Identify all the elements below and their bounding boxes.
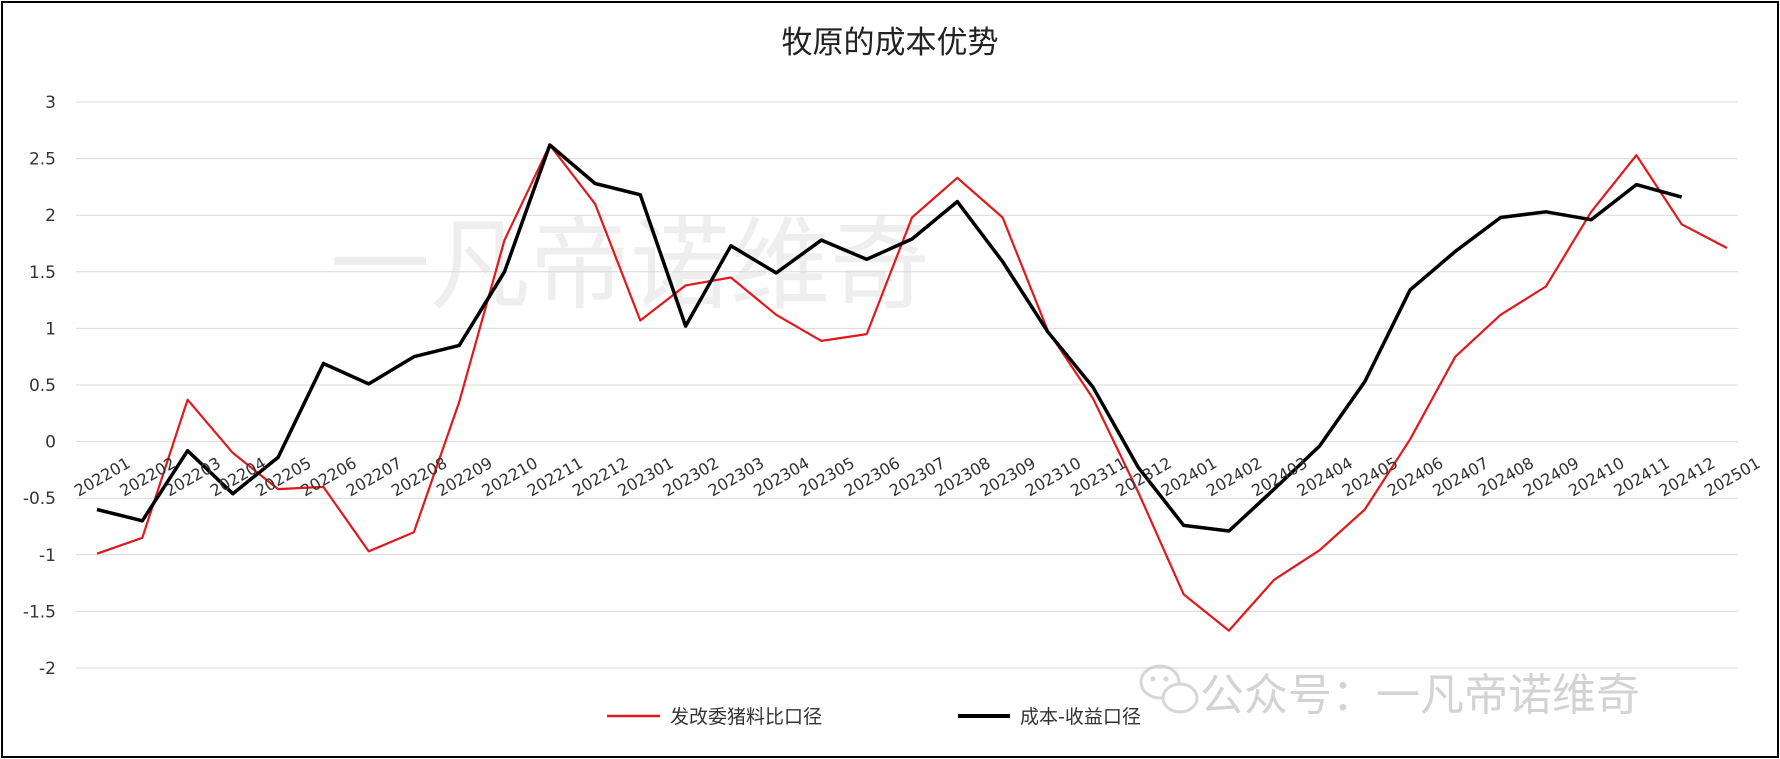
y-tick-label: -1 — [39, 546, 56, 566]
y-tick-label: -0.5 — [23, 489, 56, 509]
chart-title: 牧原的成本优势 — [782, 25, 999, 61]
legend: 发改委猪料比口径 成本-收益口径 — [607, 706, 1141, 728]
legend-label-red: 发改委猪料比口径 — [670, 706, 822, 728]
wechat-icon — [1139, 664, 1199, 714]
y-tick-label: 2.5 — [29, 150, 56, 170]
y-tick-label: -1.5 — [23, 602, 56, 622]
y-tick-label: 3 — [45, 93, 56, 113]
x-axis-ticks: 2022012022022022032022042022052022062022… — [71, 453, 1763, 500]
center-watermark: 一凡帝诺维奇 — [330, 207, 930, 324]
corner-watermark-text: 公众号：一凡帝诺维奇 — [1200, 670, 1640, 721]
y-tick-label: 1.5 — [29, 263, 56, 283]
y-axis-ticks: 3 2.5 2 1.5 1 0.5 0 -0.5 -1 -1.5 -2 — [23, 93, 56, 679]
y-tick-label: 0.5 — [29, 376, 56, 396]
y-tick-label: -2 — [39, 659, 56, 679]
series-line-black — [96, 143, 1683, 533]
y-tick-label: 2 — [45, 206, 56, 226]
gridlines — [76, 101, 1738, 669]
y-tick-label: 1 — [45, 319, 56, 339]
series-lines — [96, 143, 1728, 632]
corner-watermark: 公众号：一凡帝诺维奇 — [1139, 664, 1640, 721]
y-tick-label: 0 — [45, 433, 56, 453]
legend-label-black: 成本-收益口径 — [1020, 706, 1141, 728]
